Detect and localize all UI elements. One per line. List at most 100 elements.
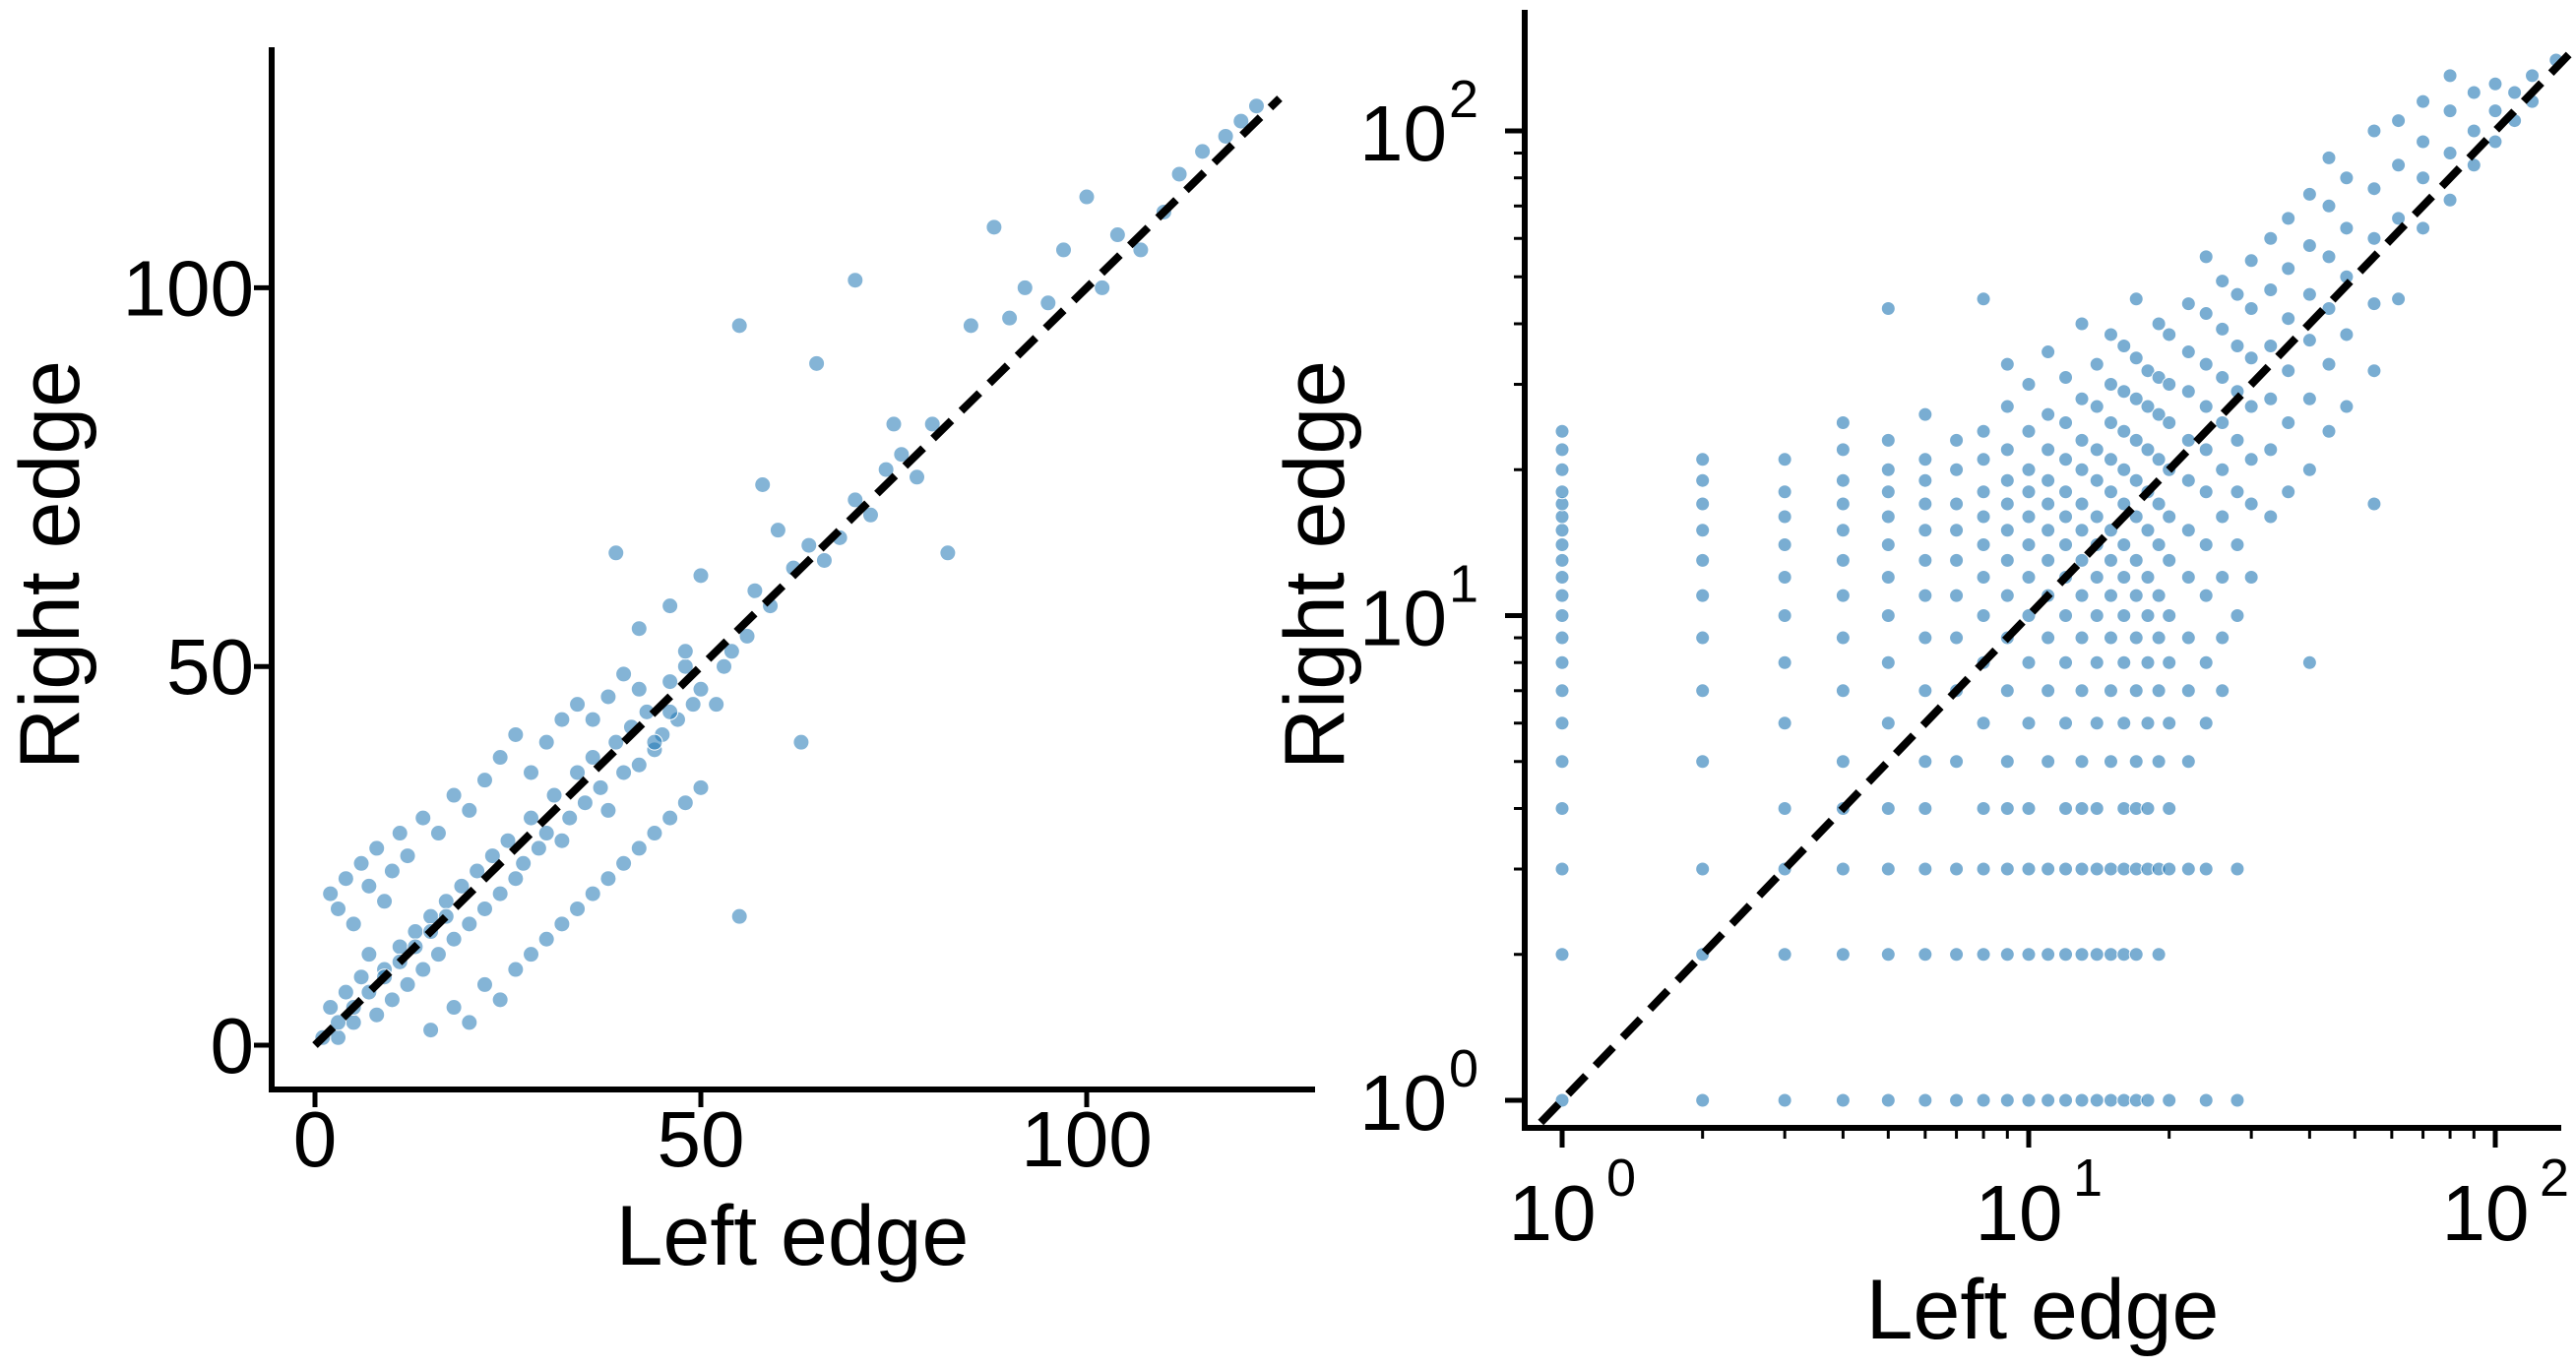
data-point bbox=[1554, 552, 1570, 568]
data-point bbox=[1835, 552, 1851, 568]
data-point bbox=[2058, 484, 2074, 500]
data-point bbox=[1999, 399, 2015, 414]
data-point bbox=[337, 983, 354, 1001]
y-axis-title: Right edge bbox=[1268, 360, 1362, 770]
data-point bbox=[2116, 537, 2132, 553]
data-point bbox=[1949, 754, 1965, 770]
data-point bbox=[716, 657, 733, 675]
data-point bbox=[2215, 630, 2230, 646]
data-point bbox=[2103, 630, 2118, 646]
data-point bbox=[661, 597, 679, 615]
data-point bbox=[730, 907, 748, 925]
data-point bbox=[491, 991, 509, 1009]
data-point bbox=[2089, 1092, 2105, 1108]
data-point bbox=[1917, 630, 1933, 646]
data-point bbox=[2151, 537, 2167, 553]
data-point bbox=[2321, 356, 2337, 372]
data-point bbox=[561, 809, 579, 827]
data-point bbox=[1917, 523, 1933, 538]
data-point bbox=[537, 825, 555, 842]
data-point bbox=[2074, 861, 2090, 877]
data-point bbox=[2058, 415, 2074, 431]
data-point bbox=[2339, 220, 2355, 236]
data-point bbox=[2074, 1092, 2090, 1108]
data-point bbox=[2140, 1092, 2156, 1108]
data-point bbox=[2391, 157, 2407, 173]
data-point bbox=[1554, 442, 1570, 458]
data-point bbox=[2058, 800, 2074, 816]
scatter-points bbox=[1554, 52, 2564, 1108]
data-point bbox=[1094, 279, 1111, 296]
data-point bbox=[877, 461, 895, 478]
data-point bbox=[2198, 442, 2214, 458]
data-point bbox=[407, 923, 424, 941]
data-point bbox=[1917, 1092, 1933, 1108]
data-point bbox=[1777, 570, 1792, 586]
data-point bbox=[437, 893, 455, 910]
data-point bbox=[692, 680, 710, 698]
data-point bbox=[2021, 423, 2037, 439]
data-point bbox=[2089, 399, 2105, 414]
data-point bbox=[599, 870, 617, 888]
data-point bbox=[2321, 198, 2337, 214]
data-point bbox=[1777, 715, 1792, 731]
x-tick-exponent: 1 bbox=[2073, 1149, 2103, 1208]
data-point bbox=[2243, 301, 2259, 317]
data-point bbox=[1976, 608, 1991, 623]
data-point bbox=[1880, 608, 1896, 623]
data-point bbox=[684, 696, 702, 714]
data-point bbox=[2243, 452, 2259, 467]
data-point bbox=[2180, 570, 2196, 586]
data-point bbox=[2074, 588, 2090, 603]
data-point bbox=[2041, 472, 2056, 488]
data-point bbox=[515, 854, 533, 872]
data-point bbox=[523, 764, 540, 781]
data-point bbox=[2021, 509, 2037, 525]
data-point bbox=[1835, 496, 1851, 512]
x-axis-title: Left edge bbox=[616, 1189, 970, 1283]
data-point bbox=[708, 696, 725, 714]
data-point bbox=[1976, 509, 1991, 525]
data-point bbox=[1949, 462, 1965, 477]
data-point bbox=[2162, 861, 2177, 877]
data-point bbox=[483, 847, 501, 865]
data-point bbox=[2140, 570, 2156, 586]
data-point bbox=[2021, 654, 2037, 670]
data-point bbox=[2281, 211, 2296, 226]
data-point bbox=[461, 915, 478, 933]
data-point bbox=[2103, 588, 2118, 603]
data-point bbox=[754, 475, 772, 493]
data-point bbox=[2198, 1092, 2214, 1108]
data-point bbox=[1695, 552, 1711, 568]
data-point bbox=[2074, 523, 2090, 538]
data-point bbox=[445, 786, 463, 804]
data-point bbox=[2021, 1092, 2037, 1108]
data-point bbox=[1554, 423, 1570, 439]
data-point bbox=[599, 688, 617, 706]
data-point bbox=[2162, 327, 2177, 342]
data-point bbox=[2215, 321, 2230, 337]
data-point bbox=[1554, 462, 1570, 477]
data-point bbox=[2243, 350, 2259, 366]
data-point bbox=[2089, 947, 2105, 963]
data-point bbox=[2128, 630, 2144, 646]
data-point bbox=[2128, 391, 2144, 406]
data-point bbox=[360, 946, 378, 964]
data-point bbox=[2442, 68, 2458, 84]
data-point bbox=[1976, 484, 1991, 500]
data-point bbox=[1554, 570, 1570, 586]
data-point bbox=[1949, 947, 1965, 963]
data-point bbox=[1917, 552, 1933, 568]
data-point bbox=[2116, 339, 2132, 354]
data-point bbox=[1880, 537, 1896, 553]
data-point bbox=[2198, 249, 2214, 265]
data-point bbox=[1880, 509, 1896, 525]
data-point bbox=[2058, 861, 2074, 877]
data-point bbox=[1232, 112, 1250, 130]
data-point bbox=[445, 930, 463, 948]
data-point bbox=[2041, 344, 2056, 360]
data-point bbox=[2116, 384, 2132, 400]
data-point bbox=[1695, 1092, 1711, 1108]
data-point bbox=[1999, 496, 2015, 512]
data-point bbox=[530, 839, 547, 857]
